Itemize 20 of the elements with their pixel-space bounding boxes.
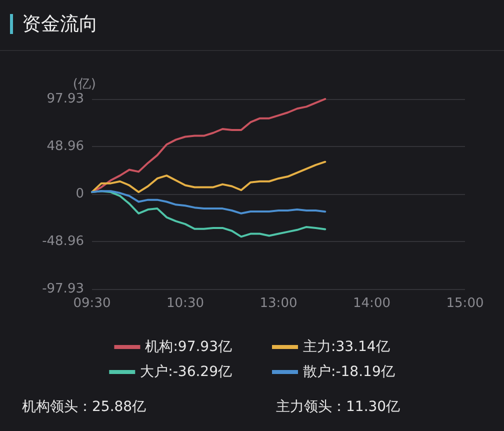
y-tick-label: 48.96 [46, 139, 84, 154]
y-axis-title: (亿) [72, 77, 96, 92]
y-tick-label: 97.93 [46, 92, 84, 106]
text: 主力领头：11.30亿 [276, 398, 400, 416]
x-tick-label: 09:30 [73, 296, 111, 311]
y-tick-label: -48.96 [42, 234, 84, 249]
y-tick-label: -97.93 [42, 282, 84, 296]
legend-label: 主力:33.14亿 [303, 339, 390, 355]
legend-label: 大户:-36.29亿 [140, 364, 232, 380]
x-tick-label: 14:00 [353, 296, 390, 311]
x-tick-label: 10:30 [166, 296, 204, 311]
x-tick-label: 13:00 [260, 296, 298, 311]
legend-label: 机构:97.93亿 [145, 339, 232, 355]
line-series [91, 190, 326, 214]
line-series [91, 160, 326, 194]
x-tick-label: 15:00 [446, 296, 484, 311]
text: 机构领头：25.88亿 [22, 398, 146, 416]
legend-label: 散户:-18.19亿 [303, 364, 395, 380]
y-tick-label: 0 [76, 186, 84, 202]
chart-title: 资金流向 [22, 12, 98, 37]
